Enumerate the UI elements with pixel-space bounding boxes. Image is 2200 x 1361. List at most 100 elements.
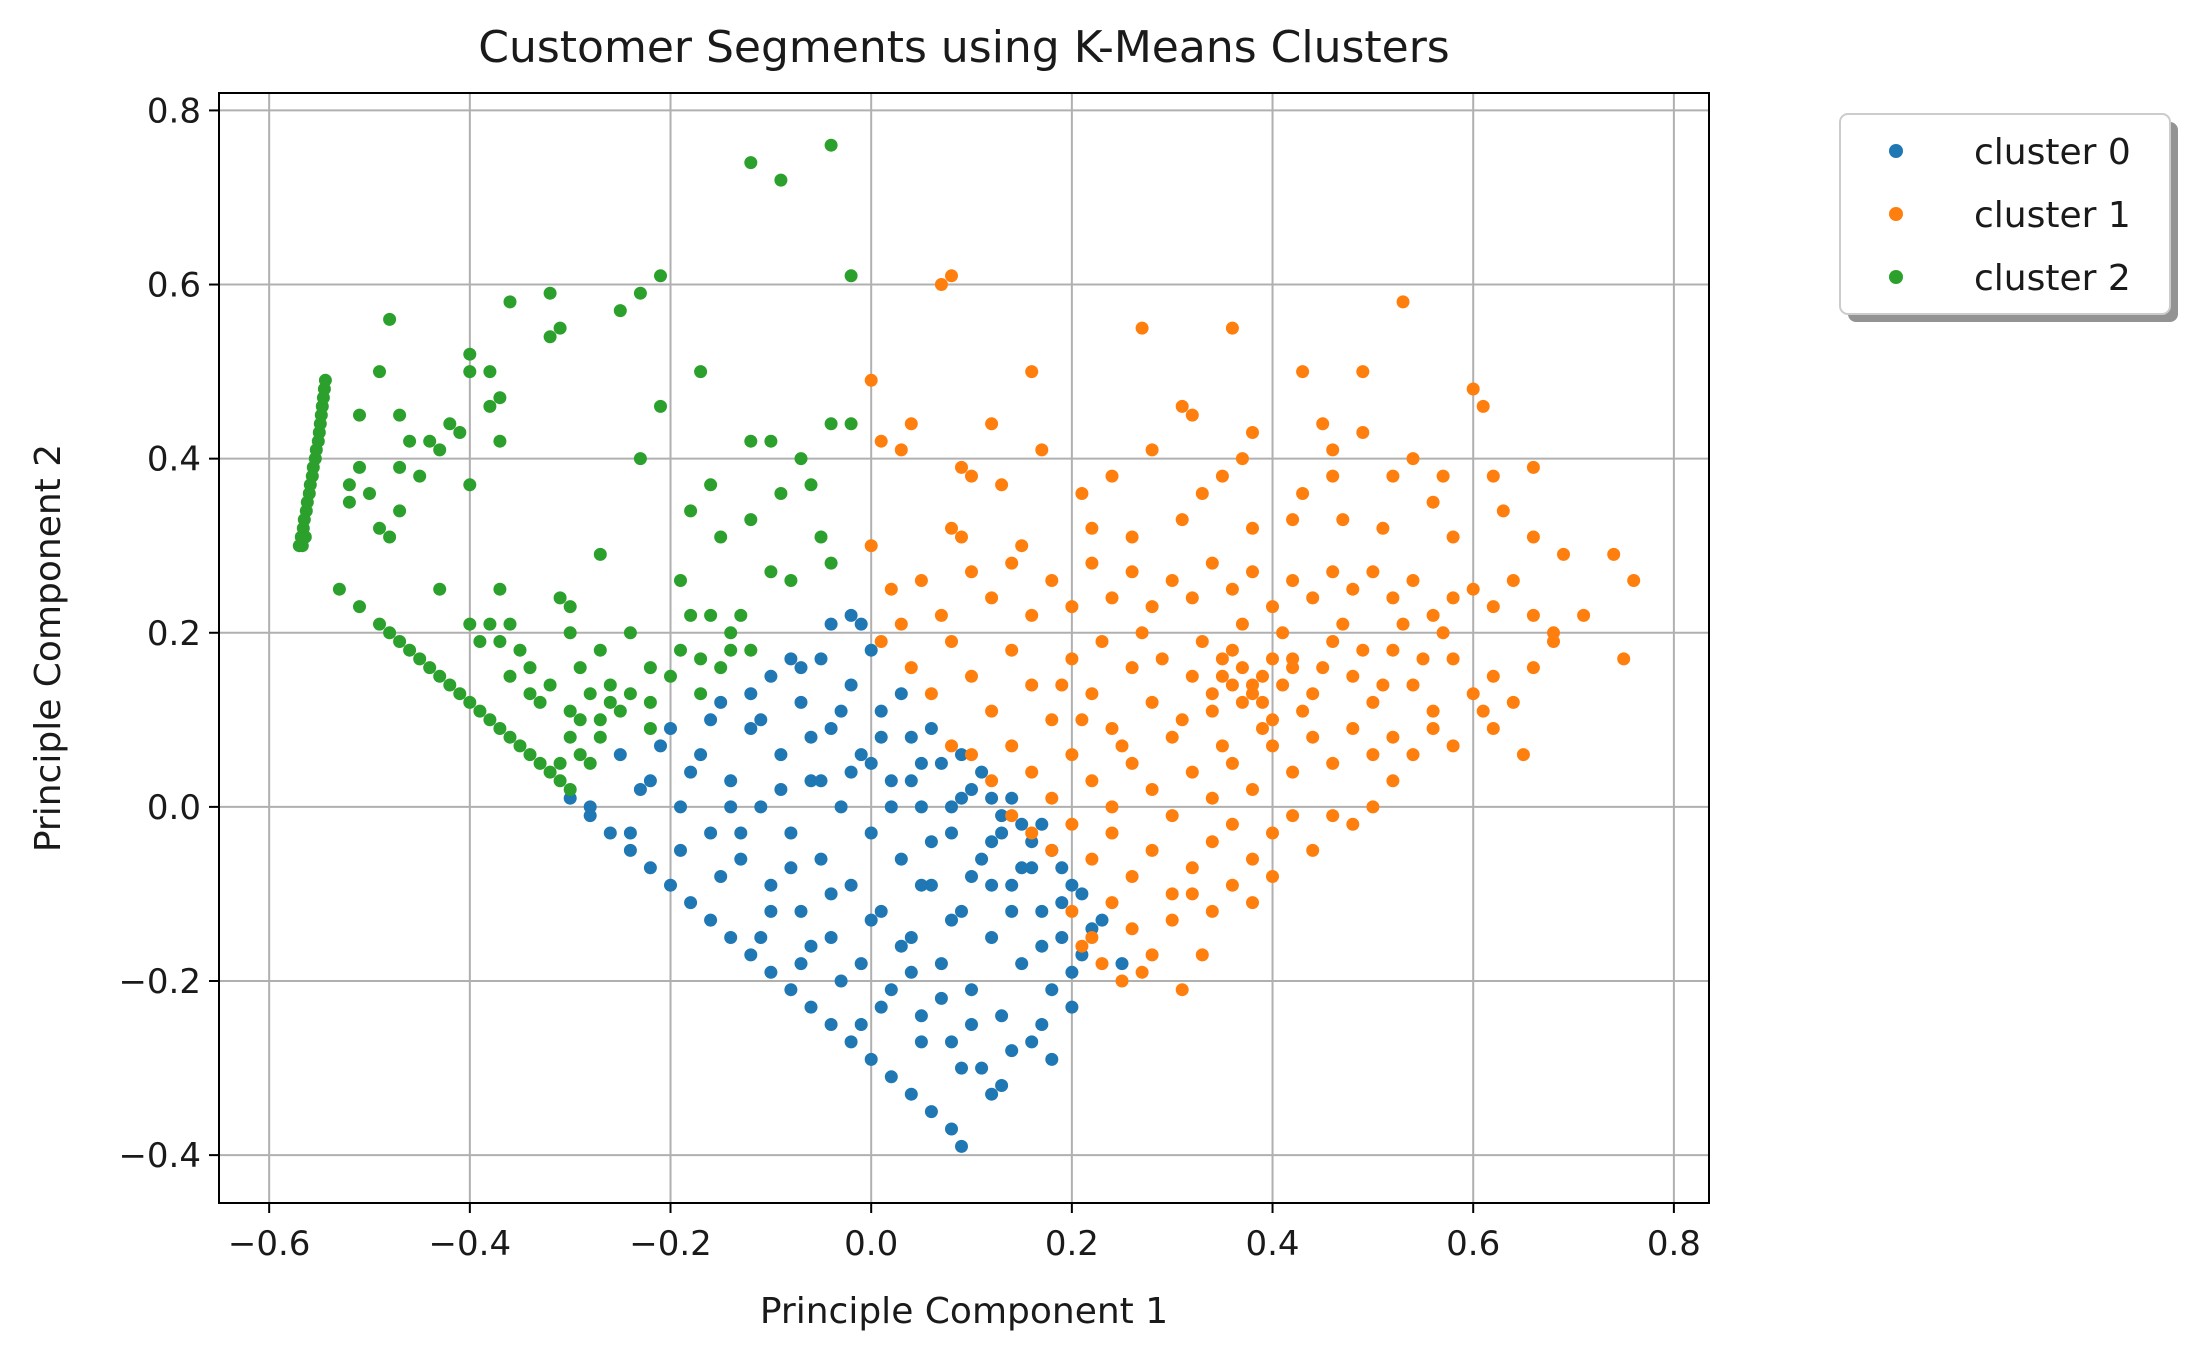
data-point <box>724 800 738 814</box>
data-point <box>824 138 838 152</box>
data-point <box>1356 426 1370 439</box>
data-point <box>824 617 838 631</box>
data-point <box>463 617 477 631</box>
data-point <box>774 173 788 187</box>
data-point <box>1215 739 1229 753</box>
data-point <box>603 826 617 840</box>
data-point <box>383 530 397 544</box>
data-point <box>744 434 758 448</box>
grid-lines <box>219 93 1709 1203</box>
data-point <box>965 669 978 683</box>
data-point <box>1506 574 1520 587</box>
data-point <box>1025 678 1039 692</box>
data-point <box>1246 687 1259 701</box>
data-point <box>1175 713 1189 727</box>
data-point <box>704 478 718 492</box>
legend-label: cluster 0 <box>1974 132 2131 173</box>
data-point <box>1035 939 1049 953</box>
data-point <box>794 957 808 971</box>
data-point <box>643 722 657 735</box>
data-point <box>1105 826 1119 840</box>
data-point <box>613 304 627 318</box>
y-tick-label: −0.2 <box>118 962 201 1002</box>
data-point <box>1486 469 1500 483</box>
data-point <box>1376 521 1390 535</box>
data-point <box>1506 695 1520 709</box>
data-point <box>1155 652 1169 666</box>
data-point <box>553 756 567 770</box>
data-point <box>995 809 1009 823</box>
data-point <box>844 269 858 283</box>
data-point <box>824 722 838 735</box>
data-point <box>924 878 938 892</box>
data-point <box>684 896 698 910</box>
data-point <box>985 704 999 718</box>
data-point <box>734 826 748 840</box>
data-point <box>654 399 667 413</box>
data-point <box>1617 652 1631 666</box>
data-point <box>533 756 547 770</box>
data-point <box>1246 426 1259 439</box>
data-point <box>924 687 938 701</box>
data-point <box>1015 817 1029 831</box>
data-point <box>1246 783 1259 796</box>
data-point <box>1005 809 1019 823</box>
data-point <box>393 460 407 474</box>
data-point <box>1115 974 1129 988</box>
data-point <box>1105 800 1119 814</box>
x-tick-label: −0.6 <box>228 1224 311 1264</box>
data-point <box>975 765 989 779</box>
data-point <box>955 748 968 762</box>
data-point <box>503 669 517 683</box>
data-point <box>1346 817 1360 831</box>
data-point <box>1065 652 1079 666</box>
data-point <box>1115 739 1129 753</box>
data-point <box>1175 399 1189 413</box>
data-point <box>734 608 748 622</box>
data-point <box>894 617 908 631</box>
data-point <box>985 774 999 788</box>
data-point <box>1547 626 1560 640</box>
data-point <box>834 800 848 814</box>
data-point <box>1276 678 1290 692</box>
data-point <box>1225 678 1239 692</box>
data-point <box>674 800 687 814</box>
data-point <box>1526 530 1540 544</box>
data-point <box>924 835 938 849</box>
data-point <box>563 730 577 744</box>
data-point <box>1085 521 1099 535</box>
data-point <box>844 878 858 892</box>
data-point <box>1035 1018 1049 1031</box>
data-point <box>945 913 958 927</box>
data-point <box>1296 365 1310 379</box>
data-point <box>1205 687 1219 701</box>
data-point <box>1336 617 1350 631</box>
data-point <box>1065 748 1079 762</box>
data-point <box>1366 748 1380 762</box>
data-point <box>1376 678 1390 692</box>
data-point <box>503 295 517 309</box>
data-point <box>603 678 617 692</box>
data-point <box>864 756 878 770</box>
data-point <box>874 434 888 448</box>
data-point <box>1235 452 1249 466</box>
data-point <box>1055 896 1069 910</box>
data-point <box>945 521 958 535</box>
data-point <box>904 661 918 675</box>
data-point <box>443 678 457 692</box>
data-point <box>463 347 477 361</box>
data-point <box>654 739 667 753</box>
data-point <box>553 591 567 605</box>
data-point <box>754 931 768 944</box>
data-point <box>704 826 718 840</box>
data-point <box>844 608 858 622</box>
data-point <box>473 704 487 718</box>
data-point <box>403 434 417 448</box>
data-point <box>493 391 507 405</box>
data-point <box>784 652 798 666</box>
data-point <box>824 887 838 901</box>
data-point <box>1065 904 1079 918</box>
data-point <box>1526 460 1540 474</box>
data-point <box>1095 913 1109 927</box>
